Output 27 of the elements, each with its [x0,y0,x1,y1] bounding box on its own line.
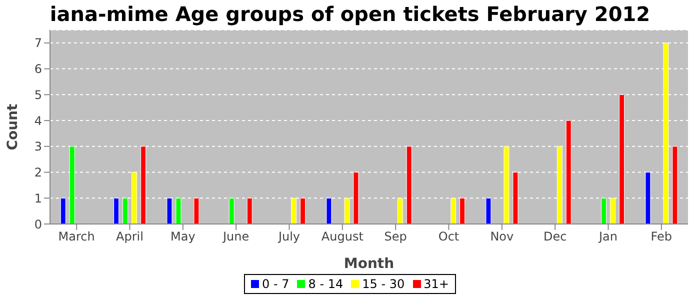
y-tick-label: 6 [34,62,42,76]
chart-title: iana-mime Age groups of open tickets February 2012 [48,2,652,28]
y-tick-label: 1 [34,191,42,206]
y-tick-label: 5 [34,88,42,102]
x-tick-label: Nov [490,230,514,244]
legend-label: 0 - 7 [261,277,290,291]
x-tick-label: Dec [543,230,567,244]
x-tick-label: May [170,230,196,244]
x-tick-label: March [58,230,95,244]
x-tick-label: Feb [650,230,672,244]
x-tick-label: Sep [384,230,407,244]
x-axis-title: Month [344,256,394,272]
legend-label: 15 - 30 [361,277,405,291]
x-tick-label: Oct [438,230,460,244]
y-axis-title: Count [4,103,21,150]
x-tick-label: July [277,230,300,244]
legend-label: 31+ [422,277,449,291]
x-tick-label: June [222,230,250,244]
y-tick-label: 2 [34,166,42,180]
x-tick-label: April [116,230,144,244]
y-tick-label: 3 [34,140,42,154]
legend-label: 8 - 14 [307,277,344,291]
x-tick-label: Jan [598,230,618,244]
y-tick-label: 7 [34,36,42,50]
y-tick-label: 0 [34,217,42,232]
y-tick-label: 4 [34,114,42,128]
x-tick-label: August [321,230,364,244]
